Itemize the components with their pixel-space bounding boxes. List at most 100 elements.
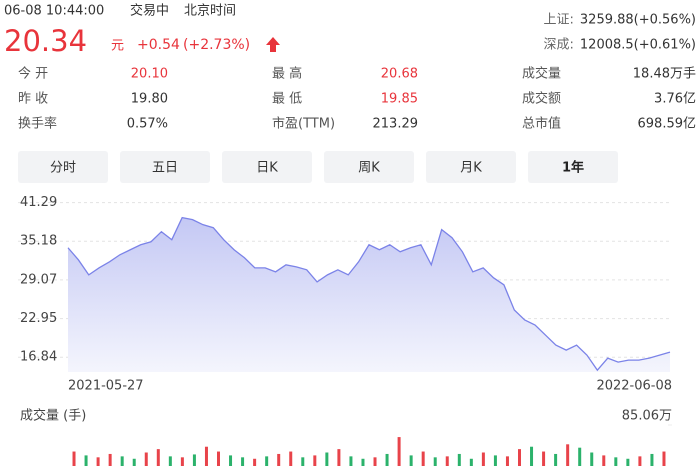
price: 20.34 [4,24,87,58]
volume-bar [626,458,630,466]
tab-label[interactable]: 日K [256,161,278,176]
volume-bar [192,454,196,466]
stat-value: 3.76亿 [654,92,696,107]
volume-bar [217,451,220,466]
time: 06-08 10:44:00 [4,4,104,19]
volume-bar [433,457,437,466]
tab-label[interactable]: 周K [358,161,380,176]
stat-label: 成交量 [522,66,561,82]
stat-value: 19.85 [381,92,418,107]
volume-bar [542,451,546,466]
volume-bar [180,457,184,466]
volume-bar [421,451,425,466]
stat-value: 213.29 [373,117,419,132]
stat-label: 市盈(TTM) [272,116,335,132]
volume-bar [144,452,148,466]
tab-label[interactable]: 分时 [50,161,76,176]
volume-bar [530,446,534,466]
stat-value: 0.57% [127,117,168,132]
volume-bar [505,456,509,466]
unit: 元 [111,39,124,54]
volume-bar [325,452,329,466]
volume-bar [313,455,317,466]
tab-label[interactable]: 月K [460,161,482,176]
volume-bar [554,453,558,466]
price-line [67,216,671,372]
volume-bar [385,453,389,466]
volume-bar [84,455,88,466]
volume-bar [72,451,76,466]
timezone: 北京时间 [184,4,236,19]
volume-bar [457,453,461,466]
volume-bar [96,457,100,466]
tab[interactable] [324,151,414,183]
volume-bar [614,457,618,466]
volume-bar [229,455,233,466]
tab[interactable] [18,151,108,183]
y-tick-label: 29.07 [20,272,57,287]
stat-value: 20.68 [381,67,418,82]
y-tick-label: 35.18 [20,234,57,249]
volume-bar [445,456,449,466]
up-arrow [266,37,280,52]
volume-bar [301,457,305,466]
volume-bar [337,449,341,466]
stat-label: 最 低 [272,92,302,107]
index-value: 12008.5(+0.61%) [580,38,696,53]
change-pct: (+2.73%) [183,37,250,53]
y-tick-label: 41.29 [20,195,57,210]
change: +0.54 [137,37,180,53]
tab[interactable] [426,151,516,183]
volume-bar [566,444,570,466]
volume-bar [204,446,208,466]
tab[interactable] [120,151,210,183]
volume-bar [493,455,497,466]
x-label: 2022-06-08 [596,379,672,394]
stat-label: 最 高 [272,66,302,82]
stat-label: 换手率 [18,116,57,132]
volume-bar [349,456,353,466]
index-label: 上证: [544,13,574,28]
volume-bar [650,453,654,466]
volume-bar [481,452,485,466]
volume-bar [277,453,281,466]
volume-bar [397,437,401,466]
volume-bar [469,458,473,466]
volume-bar [578,447,582,466]
volume-bar [361,458,365,466]
y-tick-label: 22.95 [20,311,57,326]
x-label: 2021-05-27 [68,379,144,394]
stat-label: 总市值 [522,116,561,132]
tab-label[interactable]: 五日 [152,161,178,176]
stat-value: 20.10 [131,67,168,82]
tab[interactable] [528,151,618,183]
stat-label: 今 开 [18,66,48,82]
volume-bar [108,453,112,466]
volume-bar [638,456,642,466]
volume-bar [373,457,377,466]
volume-bar [409,455,413,466]
volume-bar [289,451,293,466]
volume-bar [265,456,269,466]
tab[interactable] [222,151,312,183]
y-tick-label: 16.84 [20,350,57,365]
volume-title: 成交量 (手) [20,408,86,424]
volume-bar [662,451,666,466]
tab-label[interactable]: 1年 [562,160,584,176]
volume-bar [253,458,257,466]
stat-label: 昨 收 [18,92,48,107]
volume-tick-label: 85.06万 [622,409,672,424]
status: 交易中 [130,3,169,19]
stat-value: 19.80 [131,92,168,107]
volume-bar [156,449,160,466]
volume-bar [590,452,594,466]
price-area [68,217,670,372]
stat-label: 成交额 [522,91,561,107]
stat-value: 18.48万手 [633,67,696,82]
volume-bar [120,456,124,466]
volume-bar [518,449,521,466]
stat-value: 698.59亿 [638,117,697,132]
volume-bar [132,458,136,466]
volume-bar [602,455,606,466]
